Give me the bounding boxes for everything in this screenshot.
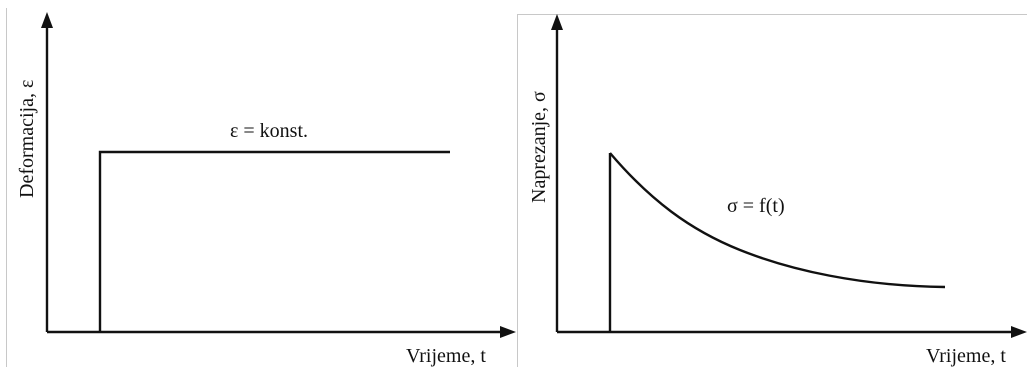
left-x-axis-label: Vrijeme, t [406, 345, 486, 367]
left-panel-frame [6, 8, 515, 367]
left-x-axis-arrow [500, 326, 516, 338]
left-curve-label: ε = konst. [230, 120, 308, 142]
right-panel: σ = f(t) Naprezanje, σ Vrijeme, t [528, 14, 1027, 367]
right-x-axis-label: Vrijeme, t [926, 345, 1006, 367]
left-y-axis-arrow [41, 12, 53, 28]
right-stress-relaxation-curve [609, 152, 946, 289]
right-panel-frame [517, 14, 1027, 367]
left-strain-step-curve [98, 150, 450, 332]
right-y-axis-arrow [551, 14, 563, 30]
right-x-axis-arrow [1011, 326, 1027, 338]
right-curve-label: σ = f(t) [727, 195, 785, 217]
left-panel: ε = konst. Deformacija, ε Vrijeme, t [16, 12, 516, 367]
right-y-axis-label: Naprezanje, σ [528, 91, 550, 203]
left-y-axis-label: Deformacija, ε [16, 80, 38, 198]
